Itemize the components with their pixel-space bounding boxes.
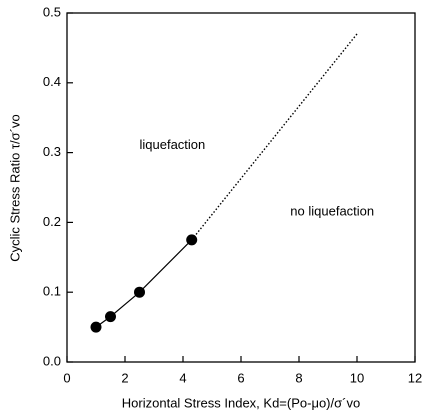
- x-tick-label: 10: [350, 370, 364, 385]
- x-tick-label: 4: [179, 370, 186, 385]
- x-tick-label: 0: [63, 370, 70, 385]
- x-axis-label: Horizontal Stress Index, Kd=(Po-μo)/σ´vo: [122, 395, 360, 410]
- y-tick-label: 0.4: [43, 74, 61, 89]
- x-tick-label: 12: [408, 370, 422, 385]
- data-point: [105, 311, 116, 323]
- data-point: [90, 321, 102, 333]
- annotation: liquefaction: [140, 137, 206, 152]
- y-tick-label: 0.5: [43, 4, 61, 19]
- x-tick-label: 2: [121, 370, 128, 385]
- series-line: [95, 239, 193, 328]
- y-tick-label: 0.1: [43, 284, 61, 299]
- x-tick-label: 6: [237, 370, 244, 385]
- y-tick-label: 0.3: [43, 144, 61, 159]
- y-tick-label: 0.2: [43, 214, 61, 229]
- annotation: no liquefaction: [290, 203, 374, 218]
- data-point: [134, 286, 145, 298]
- y-tick-label: 0.0: [43, 353, 61, 368]
- y-axis-label: Cyclic Stress Ratio τ/σ´vo: [7, 114, 22, 262]
- x-tick-label: 8: [295, 370, 302, 385]
